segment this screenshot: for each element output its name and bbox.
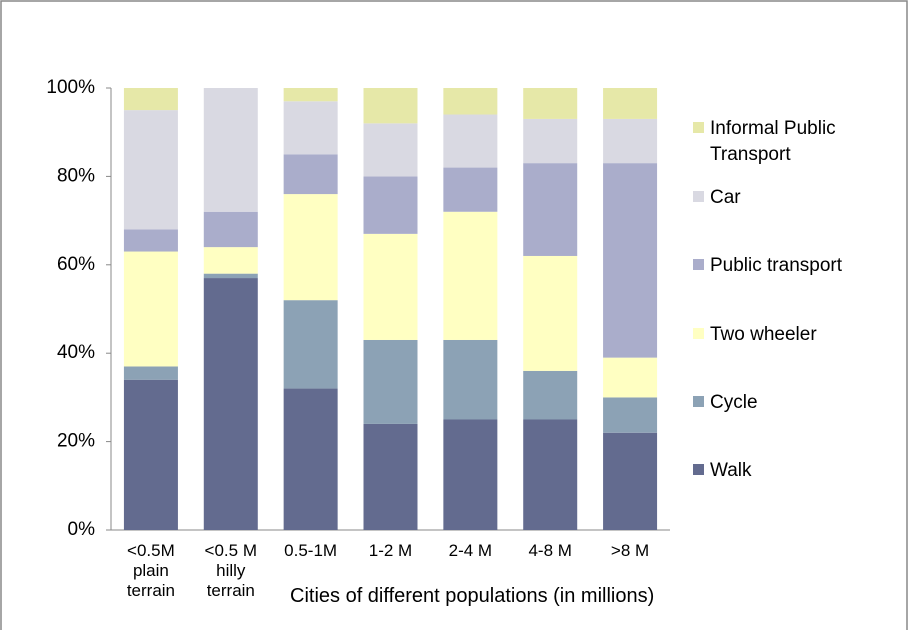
bar-segment	[283, 388, 338, 530]
x-tick-label: <0.5 M hilly terrain	[204, 541, 257, 600]
legend-entry: Car	[693, 185, 900, 211]
legend-swatch	[693, 191, 704, 202]
legend-entry: Cycle	[693, 390, 900, 416]
bar-segment	[123, 229, 178, 252]
bar-segment	[123, 366, 178, 380]
legend-entry: Walk	[693, 458, 900, 484]
legend-swatch	[693, 259, 704, 270]
bar-segment	[443, 339, 498, 420]
legend-label: Car	[710, 187, 741, 208]
y-tick-label: 0%	[68, 519, 96, 540]
bar-segment	[363, 88, 418, 124]
x-tick-label: 4-8 M	[528, 541, 572, 560]
bar-segment	[603, 397, 658, 433]
y-tick-label: 100%	[46, 77, 95, 98]
bar-segment	[283, 194, 338, 301]
bar-segment	[523, 118, 578, 164]
x-tick-label: 0.5-1M	[284, 541, 338, 560]
bar-segment	[203, 278, 258, 530]
bar-segment	[443, 419, 498, 530]
y-tick-label: 60%	[57, 254, 95, 275]
bar-segment	[363, 233, 418, 340]
bar-segment	[363, 176, 418, 234]
x-tick-label: >8 M	[610, 541, 650, 560]
bar-segment	[443, 88, 498, 115]
bar-segment	[283, 154, 338, 195]
legend-swatch	[693, 396, 704, 407]
x-axis-title: Cities of different populations (in mill…	[290, 585, 655, 607]
bar-segment	[123, 251, 178, 367]
bar-segment	[123, 88, 178, 111]
bar-segment	[363, 423, 418, 530]
x-tick-label: 2-4 M	[448, 541, 493, 560]
legend-label: Public transport	[710, 255, 843, 276]
bar-segment	[123, 379, 178, 530]
bar-segment	[283, 88, 338, 102]
legend-swatch	[693, 328, 704, 339]
legend-label: Two wheeler	[710, 324, 817, 345]
bar-segment	[203, 211, 258, 248]
bar-segment	[283, 101, 338, 155]
bar-segment	[283, 300, 338, 389]
bar-segment	[443, 167, 498, 212]
legend-swatch	[693, 464, 704, 475]
bar-segment	[603, 118, 658, 164]
y-tick-label: 20%	[57, 431, 95, 452]
legend-entry: Informal Public Transport	[693, 116, 900, 168]
legend-entry: Two wheeler	[693, 322, 900, 348]
x-tick-label: <0.5M plain terrain	[126, 541, 176, 600]
bar-segment	[203, 247, 258, 274]
bar-segment	[523, 88, 578, 119]
legend-label: Cycle	[710, 392, 758, 413]
bar-segment	[523, 255, 578, 371]
bar-segment	[123, 110, 178, 230]
x-tick-label: 1-2 M	[368, 541, 413, 560]
bar-segment	[603, 163, 658, 358]
bar-segment	[203, 273, 258, 279]
bar-segment	[523, 163, 578, 256]
bar-segment	[363, 123, 418, 177]
y-tick-label: 80%	[57, 165, 95, 186]
legend-label: Informal Public Transport	[710, 118, 836, 165]
legend-swatch	[693, 122, 704, 133]
bar-segment	[603, 432, 658, 530]
bar-segment	[603, 88, 658, 119]
bar-segment	[443, 114, 498, 168]
bar-segment	[363, 339, 418, 424]
bar-segment	[523, 370, 578, 420]
bar-segment	[443, 211, 498, 340]
y-tick-label: 40%	[57, 342, 95, 363]
bar-segment	[523, 419, 578, 530]
bar-segment	[603, 357, 658, 398]
legend-label: Walk	[710, 460, 752, 481]
legend-entry: Public transport	[693, 253, 900, 279]
bar-segment	[203, 88, 258, 212]
